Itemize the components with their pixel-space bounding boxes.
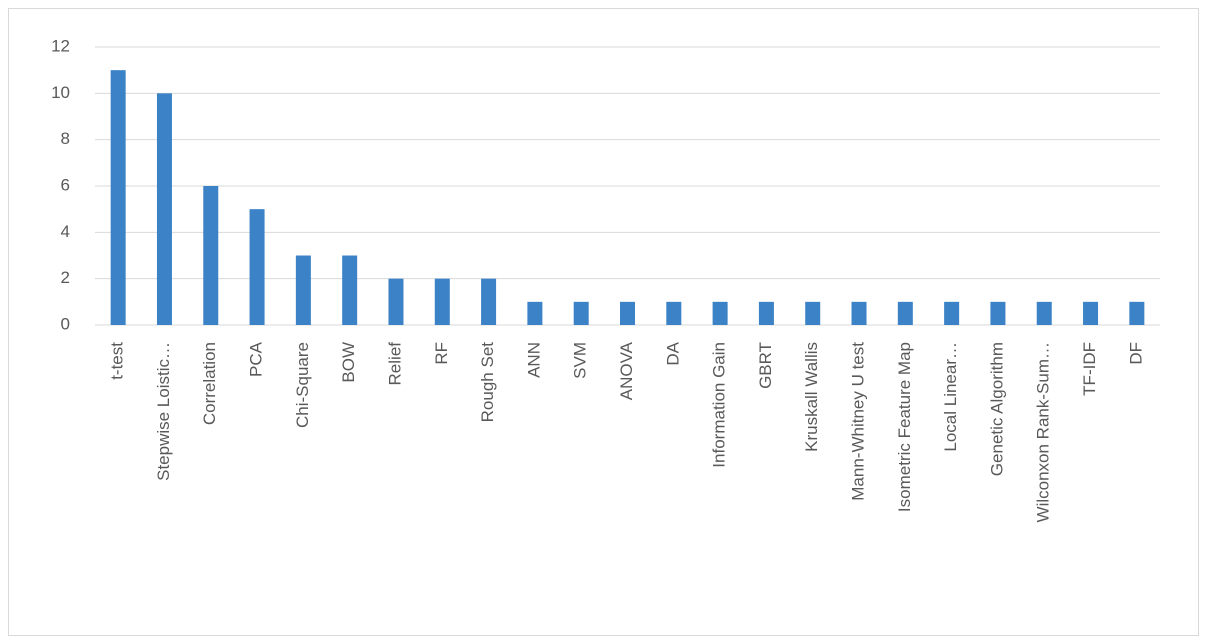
x-tick-label: GBRT	[756, 342, 775, 389]
bar	[1036, 301, 1052, 325]
bar	[573, 301, 589, 325]
x-tick-label: TF-IDF	[1080, 342, 1099, 396]
y-tick-label: 4	[61, 222, 70, 241]
x-tick-label: Rough Set	[478, 342, 497, 423]
bar	[944, 301, 960, 325]
y-tick-label: 8	[61, 129, 70, 148]
y-tick-label: 12	[51, 36, 70, 55]
bar	[249, 209, 265, 325]
bar	[203, 186, 219, 325]
x-tick-label: Information Gain	[710, 342, 729, 468]
bar	[758, 301, 774, 325]
bar	[110, 70, 126, 326]
y-tick-label: 10	[51, 83, 70, 102]
chart-frame	[8, 8, 1199, 636]
bar	[897, 301, 913, 325]
bar	[342, 255, 358, 325]
x-tick-label: ANN	[524, 342, 543, 378]
x-tick-label: Genetic Algorithm	[987, 342, 1006, 476]
bar	[620, 301, 635, 325]
bar	[712, 301, 728, 325]
y-tick-label: 0	[61, 314, 70, 333]
bar	[1129, 301, 1145, 325]
x-tick-label: Correlation	[200, 342, 219, 425]
x-tick-label: ANOVA	[617, 341, 636, 400]
x-tick-label: Relief	[385, 342, 404, 386]
bar	[1083, 301, 1099, 325]
y-tick-label: 2	[61, 268, 70, 287]
bar	[156, 93, 172, 325]
x-tick-label: Local Linear…	[941, 342, 960, 452]
x-tick-label: Isometric Feature Map	[895, 342, 914, 512]
bar	[434, 278, 450, 325]
x-tick-label: RF	[432, 342, 451, 365]
x-tick-label: Stepwise Loistic…	[154, 342, 173, 481]
x-tick-label: t-test	[108, 342, 127, 380]
bar	[990, 301, 1006, 325]
bar	[295, 255, 311, 325]
x-tick-label: DF	[1126, 342, 1145, 365]
bar	[481, 278, 497, 325]
x-tick-label: PCA	[247, 341, 266, 377]
x-tick-label: Wilconxon Rank-Sum…	[1034, 342, 1053, 522]
bar	[388, 278, 404, 325]
x-tick-label: Kruskall Wallis	[802, 342, 821, 452]
x-tick-label: SVM	[571, 342, 590, 379]
x-tick-label: Mann-Whitney U test	[849, 342, 868, 501]
x-tick-label: BOW	[339, 342, 358, 383]
x-tick-label: Chi-Square	[293, 342, 312, 428]
bar	[805, 301, 821, 325]
x-tick-label: DA	[663, 341, 682, 365]
bar	[666, 301, 682, 325]
y-tick-label: 6	[61, 175, 70, 194]
bar	[851, 301, 867, 325]
bar	[527, 301, 543, 325]
